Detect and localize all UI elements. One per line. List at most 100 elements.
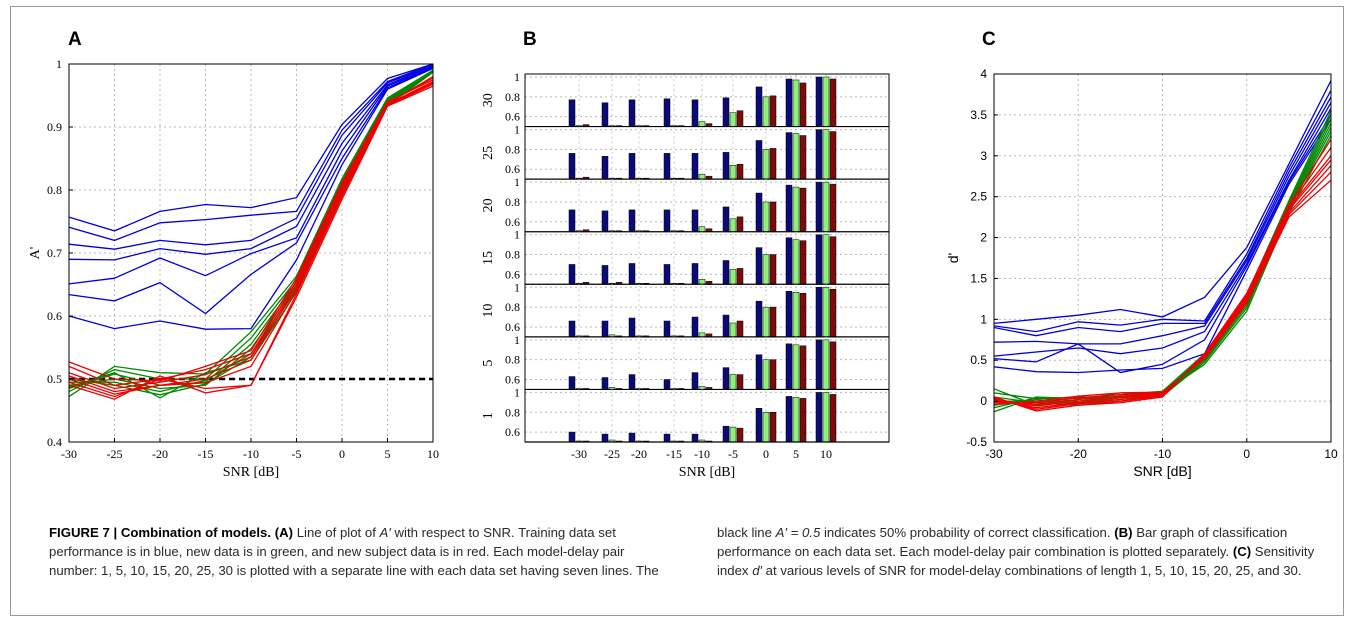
panel-b-y-tick-label: 0.6: [505, 320, 520, 334]
panel-b-x-axis-label: SNR [dB]: [679, 465, 735, 480]
panel-b-bar-training: [785, 78, 793, 127]
panel-b-bar-training: [568, 99, 576, 127]
panel-b-bar-new_subject: [769, 95, 777, 127]
panel-a-x-tick-label: -30: [61, 447, 77, 461]
panel-c-series-training-line: [993, 90, 1332, 333]
panel-b-bar-training: [691, 209, 699, 232]
panel-b-bar-new_data: [698, 226, 706, 232]
panel-a-series-training-line: [68, 63, 434, 232]
panel-a-series-new_data-line: [68, 69, 434, 393]
panel-c-x-tick-label: 0: [1243, 447, 1250, 461]
panel-b-bar-new_data: [729, 165, 737, 180]
panel-b-row-label: 5: [481, 360, 496, 367]
caption-a-label: (A): [274, 525, 294, 540]
panel-b-bar-new_data: [792, 239, 800, 285]
panel-b-bar-new_subject: [829, 183, 837, 232]
panel-b-y-tick-label: 0.6: [505, 425, 520, 439]
panel-b-bar-training: [663, 320, 671, 338]
panel-b-y-tick-label: 0.6: [505, 110, 520, 124]
panel-b-y-tick-label: 1: [514, 70, 520, 84]
panel-c-y-tick-label: -0.5: [966, 435, 987, 449]
panel-b-bar-training: [722, 97, 730, 127]
caption-c-text-2: at various levels of SNR for model-delay…: [762, 563, 1302, 578]
panel-b-bar-training: [663, 264, 671, 285]
panel-b-bar-training: [785, 132, 793, 180]
panel-b-bar-training: [663, 209, 671, 232]
panel-b-row-label: 10: [481, 304, 496, 318]
panel-b-bar-new_data: [762, 149, 770, 180]
panel-b-y-tick-label: 0.8: [505, 90, 520, 104]
panel-b-bar-training: [628, 432, 636, 443]
panel-b-bar-training: [755, 300, 763, 338]
panel-b-bar-training: [815, 287, 823, 338]
panel-c-series-training-line: [993, 118, 1332, 374]
panel-b-bar-new_subject: [769, 412, 777, 443]
panel-a-series-new_subject-line: [68, 85, 434, 400]
panel-b-bar-training: [568, 209, 576, 232]
panel-b-bar-training: [601, 156, 609, 180]
panel-c-y-axis-label: d': [945, 253, 961, 263]
panel-b-bar-training: [628, 153, 636, 180]
panel-b-bar-training: [568, 431, 576, 443]
panel-a-x-tick-label: 0: [339, 447, 345, 461]
panel-c-y-tick-label: 0.5: [970, 353, 987, 367]
panel-a-y-tick-label: 0.7: [47, 246, 62, 260]
panel-b-bar-training: [691, 263, 699, 285]
panel-b-bar-training: [691, 372, 699, 390]
panel-label-a: A: [68, 29, 82, 50]
panel-b-bar-training: [663, 153, 671, 180]
panel-b-bar-new_subject: [736, 164, 744, 180]
panel-a-x-tick-label: 5: [385, 447, 391, 461]
panel-b-bar-training: [722, 425, 730, 443]
panel-b-x-tick-label: -25: [604, 447, 620, 461]
panel-b-bar-new_subject: [799, 82, 807, 127]
panel-b-y-tick-label: 0.8: [505, 195, 520, 209]
panel-b-bar-training: [785, 396, 793, 443]
panel-b-bar-new_data: [822, 129, 830, 180]
panel-b-bar-new_subject: [829, 341, 837, 390]
panel-b-bar-training: [815, 339, 823, 390]
panel-b-y-tick-label: 1: [514, 385, 520, 399]
panel-b-bar-training: [601, 210, 609, 232]
panel-c-series-new_subject-line: [993, 165, 1332, 406]
panel-b-bar-new_data: [729, 269, 737, 285]
panel-a-x-axis-label: SNR [dB]: [223, 465, 279, 480]
panel-b-bar-new_subject: [769, 306, 777, 338]
panel-b-bar-training: [601, 433, 609, 443]
panel-b-bar-training: [785, 184, 793, 232]
panel-a-series-training-line: [68, 67, 434, 330]
panel-c-series-training-line: [993, 107, 1332, 357]
panel-b-bar-new_subject: [736, 320, 744, 338]
panel-b-row-label: 25: [481, 146, 496, 160]
panel-b-bar-new_data: [762, 359, 770, 390]
panel-a-y-tick-label: 0.8: [47, 183, 62, 197]
panel-a-series-training-line: [68, 66, 434, 285]
panel-b-bar-training: [601, 102, 609, 127]
panel-b-bar-training: [601, 377, 609, 390]
panel-b-bar-training: [691, 153, 699, 180]
panel-b-bar-new_subject: [736, 427, 744, 443]
panel-c-series-new_subject-line: [993, 159, 1332, 407]
panel-c-x-tick-label: -30: [985, 447, 1003, 461]
panel-c-x-tick-label: 10: [1324, 447, 1338, 461]
panel-c-series-new_subject-line: [994, 171, 1332, 404]
panel-a-y-tick-label: 1: [56, 57, 62, 71]
panel-b-bar-training: [691, 99, 699, 127]
panel-c-y-tick-label: 3: [980, 149, 987, 163]
panel-b-bar-training: [722, 367, 730, 390]
panel-b-bar-new_data: [698, 121, 706, 127]
panel-c-y-tick-label: 0: [980, 394, 987, 408]
panel-b-bar-new_subject: [799, 292, 807, 338]
panel-c-series-new_subject-line: [993, 179, 1332, 406]
panel-a-series-new_data-line: [68, 69, 434, 398]
panel-b-bar-new_data: [822, 234, 830, 285]
panel-b-y-tick-label: 1: [514, 175, 520, 189]
panel-b-bar-new_data: [729, 322, 737, 338]
caption-a-equation: A′ = 0.5: [775, 525, 821, 540]
panel-c-series-training-line: [993, 114, 1332, 374]
panel-a-x-tick-label: -20: [152, 447, 168, 461]
panel-c-y-tick-label: 3.5: [970, 108, 987, 122]
panel-b-bar-new_data: [698, 173, 706, 180]
panel-b-bar-new_data: [792, 344, 800, 390]
panel-b-bar-new_data: [762, 201, 770, 232]
